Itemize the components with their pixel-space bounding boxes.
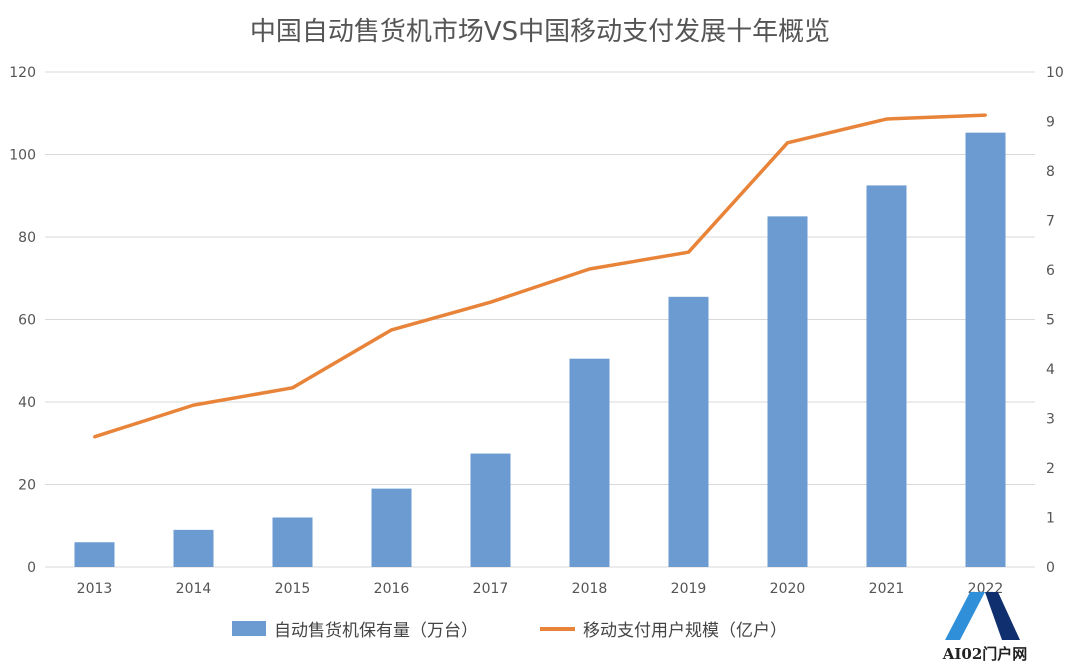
right-tick-label: 2	[1046, 461, 1055, 477]
line-point-2021	[885, 117, 888, 121]
line-point-2020	[786, 141, 789, 145]
right-tick-label: 9	[1046, 115, 1055, 131]
line-point-2016	[390, 328, 393, 332]
right-tick-label: 10	[1046, 65, 1064, 81]
legend-bar-label: 自动售货机保有量（万台）	[274, 621, 478, 641]
left-tick-label: 20	[18, 478, 36, 494]
right-tick-label: 8	[1046, 164, 1055, 180]
legend-line-label: 移动支付用户规模（亿户）	[583, 621, 787, 641]
left-tick-label: 100	[9, 148, 36, 164]
bar-2019	[668, 296, 709, 567]
x-tick-label: 2014	[176, 581, 212, 597]
bar-2015	[272, 517, 313, 567]
bar-2022	[965, 132, 1006, 567]
x-tick-label: 2016	[374, 581, 410, 597]
line-point-2019	[687, 250, 690, 254]
left-tick-label: 80	[18, 230, 36, 246]
x-tick-label: 2013	[77, 581, 113, 597]
x-tick-label: 2020	[770, 581, 806, 597]
chart-title: 中国自动售货机市场VS中国移动支付发展十年概览	[250, 17, 830, 47]
line-point-2013	[93, 435, 96, 439]
bar-2014	[173, 529, 214, 567]
line-point-2022	[984, 113, 987, 117]
svg-text:AI02门户网: AI02门户网	[942, 645, 1028, 662]
left-tick-label: 60	[18, 313, 36, 329]
watermark-logo: AI02门户网	[930, 588, 1040, 662]
bar-2013	[74, 542, 115, 567]
logo-icon: AI02门户网	[942, 592, 1028, 662]
x-tick-label: 2015	[275, 581, 311, 597]
x-tick-label: 2021	[869, 581, 905, 597]
left-tick-label: 120	[9, 65, 36, 81]
left-tick-label: 0	[27, 560, 36, 576]
right-tick-label: 5	[1046, 313, 1055, 329]
legend-bar-swatch	[232, 621, 266, 636]
line-point-2018	[588, 267, 591, 271]
line-point-2017	[489, 300, 492, 304]
right-tick-label: 1	[1046, 511, 1055, 527]
bar-2020	[767, 216, 808, 567]
right-tick-label: 4	[1046, 362, 1055, 378]
bar-2021	[866, 185, 907, 567]
x-tick-label: 2019	[671, 581, 707, 597]
right-tick-label: 6	[1046, 263, 1055, 279]
bar-2017	[470, 453, 511, 567]
line-series	[93, 113, 986, 439]
right-tick-label: 0	[1046, 560, 1055, 576]
legend: 自动售货机保有量（万台） 移动支付用户规模（亿户）	[232, 621, 787, 641]
line-point-2014	[192, 403, 195, 407]
right-tick-label: 7	[1046, 214, 1055, 230]
x-tick-label: 2017	[473, 581, 509, 597]
x-tick-label: 2018	[572, 581, 608, 597]
bar-2016	[371, 488, 412, 567]
line-point-2015	[291, 386, 294, 390]
left-tick-label: 40	[18, 395, 36, 411]
bar-2018	[569, 358, 610, 567]
right-tick-label: 3	[1046, 412, 1055, 428]
